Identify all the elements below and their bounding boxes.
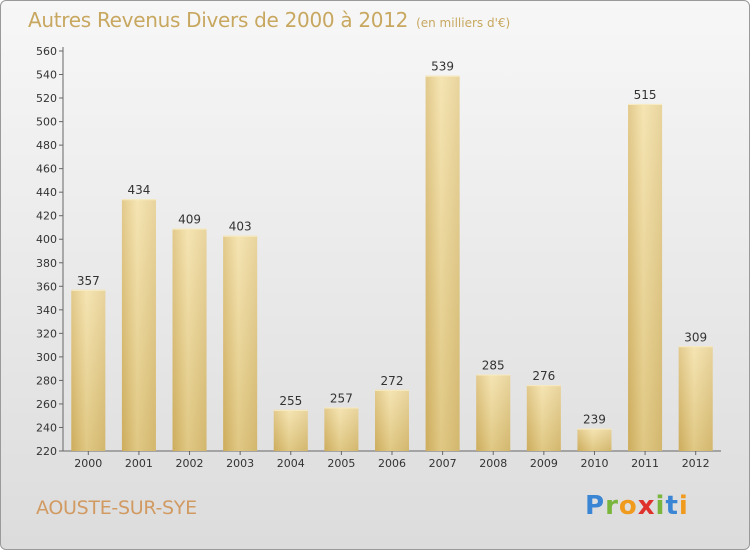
x-tick-label-2003: 2003 <box>226 457 254 470</box>
y-tick-label: 520 <box>36 92 57 105</box>
logo-letter: i <box>678 491 689 521</box>
bar-shade-2003 <box>223 235 258 451</box>
x-tick-label-2008: 2008 <box>479 457 507 470</box>
bar-shade-2010 <box>577 428 612 451</box>
bar-shade-2002 <box>172 228 207 451</box>
y-tick-label: 440 <box>36 186 57 199</box>
commune-name: AOUSTE-SUR-SYE <box>36 497 197 519</box>
y-tick-label: 260 <box>36 398 57 411</box>
chart-labels: 357 2000 434 2001 409 2002 403 2003 255 2004 257 20… <box>74 60 709 470</box>
value-label-2011: 515 <box>634 88 657 102</box>
y-tick-label: 280 <box>36 374 57 387</box>
x-tick-label-2006: 2006 <box>378 457 406 470</box>
x-tick-label-2001: 2001 <box>125 457 153 470</box>
y-tick-label: 480 <box>36 139 57 152</box>
value-label-2008: 285 <box>482 359 505 373</box>
y-tick-label: 320 <box>36 327 57 340</box>
value-label-2010: 239 <box>583 413 606 427</box>
logo-letter: t <box>665 491 679 521</box>
bar-shade-2009 <box>526 385 561 451</box>
x-tick-label-2000: 2000 <box>74 457 102 470</box>
logo-letter: r <box>605 491 619 521</box>
value-label-2006: 272 <box>381 374 404 388</box>
proxiti-logo: Proxiti <box>585 491 689 521</box>
x-tick-label-2010: 2010 <box>580 457 608 470</box>
y-tick-label: 420 <box>36 210 57 223</box>
chart-axes: 220 240 260 280 300 320 340 360 380 400 420 440 460 4… <box>36 45 721 458</box>
value-label-2005: 257 <box>330 391 353 405</box>
y-tick-label: 220 <box>36 445 57 458</box>
bar-shade-2012 <box>678 346 713 451</box>
x-tick-label-2002: 2002 <box>176 457 204 470</box>
y-tick-label: 380 <box>36 257 57 270</box>
value-label-2009: 276 <box>532 369 555 383</box>
bar-shade-2000 <box>71 289 106 451</box>
x-tick-label-2011: 2011 <box>631 457 659 470</box>
value-label-2004: 255 <box>279 394 302 408</box>
bar-shade-2004 <box>273 409 308 451</box>
bar-shade-2006 <box>375 389 409 451</box>
y-tick-label: 500 <box>36 116 57 129</box>
y-tick-label: 300 <box>36 351 57 364</box>
x-tick-label-2009: 2009 <box>530 457 558 470</box>
x-tick-label-2005: 2005 <box>327 457 355 470</box>
logo-letter: P <box>585 491 606 521</box>
chart-bars <box>71 75 713 452</box>
chart-title-block: Autres Revenus Divers de 2000 à 2012 (en … <box>28 8 510 32</box>
logo-letter: i <box>655 491 666 521</box>
value-label-2001: 434 <box>127 183 150 197</box>
y-tick-label: 400 <box>36 233 57 246</box>
logo-letter: x <box>637 491 656 521</box>
logo-letter: o <box>618 491 638 521</box>
value-label-2003: 403 <box>229 220 252 234</box>
x-tick-label-2012: 2012 <box>682 457 710 470</box>
value-label-2002: 409 <box>178 213 201 227</box>
y-tick-label: 240 <box>36 421 57 434</box>
y-tick-label: 460 <box>36 163 57 176</box>
chart-subtitle: (en milliers d'€) <box>416 16 511 30</box>
value-label-2007: 539 <box>431 60 454 74</box>
bar-shade-2011 <box>628 103 663 452</box>
value-label-2012: 309 <box>684 330 707 344</box>
y-tick-label: 540 <box>36 69 57 82</box>
y-tick-label: 360 <box>36 280 57 293</box>
bar-shade-2007 <box>425 75 460 452</box>
x-tick-label-2004: 2004 <box>277 457 305 470</box>
y-tick-label: 560 <box>36 45 57 58</box>
y-tick-label: 340 <box>36 304 57 317</box>
bar-shade-2005 <box>324 407 359 451</box>
x-tick-label-2007: 2007 <box>429 457 457 470</box>
bar-shade-2001 <box>121 199 156 451</box>
chart-title: Autres Revenus Divers de 2000 à 2012 <box>28 8 409 32</box>
bar-shade-2008 <box>476 374 511 451</box>
value-label-2000: 357 <box>77 274 100 288</box>
